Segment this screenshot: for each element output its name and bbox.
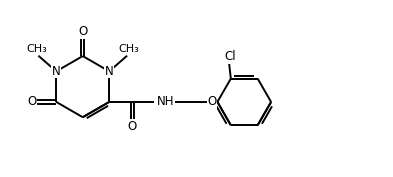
Text: O: O <box>207 95 217 109</box>
Text: O: O <box>78 25 87 38</box>
Text: CH₃: CH₃ <box>27 44 48 54</box>
Text: N: N <box>105 65 114 78</box>
Text: O: O <box>28 95 37 109</box>
Text: O: O <box>128 120 137 133</box>
Text: N: N <box>52 65 61 78</box>
Text: CH₃: CH₃ <box>118 44 139 54</box>
Text: Cl: Cl <box>225 50 236 63</box>
Text: NH: NH <box>156 95 174 109</box>
